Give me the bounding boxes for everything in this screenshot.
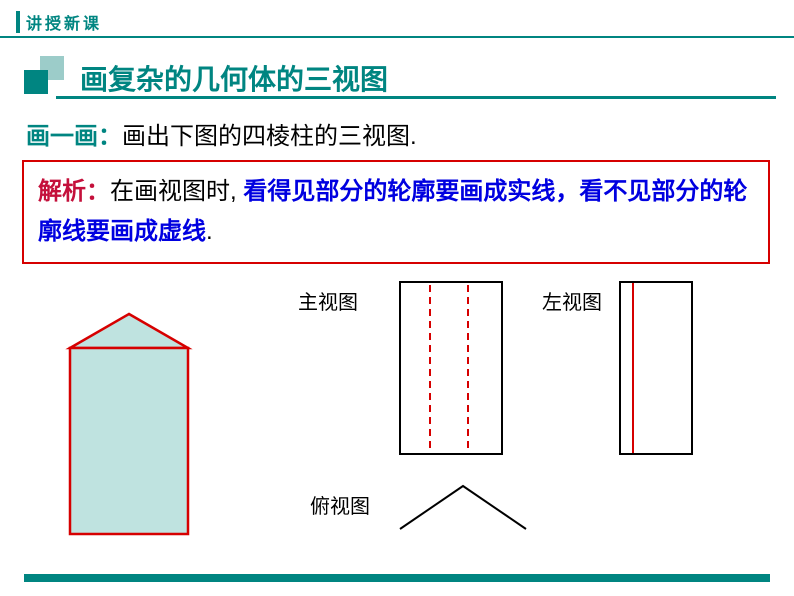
analysis-part3: . bbox=[206, 218, 213, 245]
analysis-label: 解析： bbox=[38, 178, 110, 205]
footer-bar bbox=[24, 574, 770, 582]
section-title: 画复杂的几何体的三视图 bbox=[80, 58, 388, 98]
section-underline bbox=[56, 96, 776, 99]
instruction-label: 画一画： bbox=[26, 123, 122, 150]
header-tag-text: 讲授新课 bbox=[26, 10, 102, 34]
header-tag: 讲授新课 bbox=[16, 10, 102, 34]
top-view-label: 俯视图 bbox=[310, 490, 370, 519]
section-icon bbox=[24, 56, 68, 94]
analysis-part1: 在画视图时, bbox=[110, 178, 243, 205]
header-underline bbox=[0, 36, 794, 38]
header-tag-bar bbox=[16, 11, 20, 33]
analysis-box: 解析：在画视图时, 看得见部分的轮廓要画成实线，看不见部分的轮廓线要画成虚线. bbox=[22, 160, 770, 264]
front-view-label: 主视图 bbox=[298, 286, 358, 315]
left-view-label: 左视图 bbox=[542, 286, 602, 315]
instruction-line: 画一画：画出下图的四棱柱的三视图. bbox=[26, 116, 417, 151]
instruction-body: 画出下图的四棱柱的三视图. bbox=[122, 123, 417, 150]
